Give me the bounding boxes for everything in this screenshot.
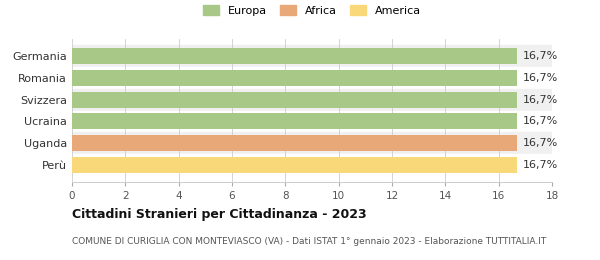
Bar <box>72 92 517 108</box>
Bar <box>72 48 517 64</box>
Legend: Europa, Africa, America: Europa, Africa, America <box>200 2 424 19</box>
Bar <box>72 46 552 67</box>
Text: 16,7%: 16,7% <box>523 51 558 61</box>
Text: 16,7%: 16,7% <box>523 73 558 83</box>
Bar <box>72 135 517 151</box>
Text: Cittadini Stranieri per Cittadinanza - 2023: Cittadini Stranieri per Cittadinanza - 2… <box>72 208 367 221</box>
Text: COMUNE DI CURIGLIA CON MONTEVIASCO (VA) - Dati ISTAT 1° gennaio 2023 - Elaborazi: COMUNE DI CURIGLIA CON MONTEVIASCO (VA) … <box>72 237 546 246</box>
Bar <box>72 67 552 89</box>
Bar <box>72 89 552 110</box>
Text: 16,7%: 16,7% <box>523 160 558 170</box>
Bar <box>72 113 517 129</box>
Text: 16,7%: 16,7% <box>523 95 558 105</box>
Bar <box>72 157 517 173</box>
Text: 16,7%: 16,7% <box>523 116 558 126</box>
Bar <box>72 132 552 154</box>
Text: 16,7%: 16,7% <box>523 138 558 148</box>
Bar <box>72 70 517 86</box>
Bar <box>72 110 552 132</box>
Bar <box>72 154 552 176</box>
